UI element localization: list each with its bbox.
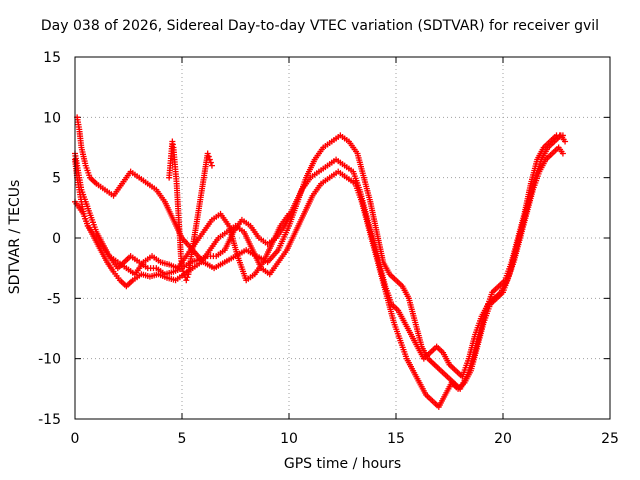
y-tick-label: -10 <box>38 352 61 368</box>
data-point <box>183 277 190 284</box>
x-tick-label: 0 <box>71 431 80 447</box>
data-point <box>559 150 566 157</box>
y-tick-label: -5 <box>47 291 61 307</box>
data-point <box>286 210 292 217</box>
x-tick-label: 15 <box>387 431 405 447</box>
data-point <box>205 153 212 160</box>
x-tick-label: 25 <box>601 431 619 447</box>
data-points <box>72 114 569 410</box>
data-point <box>180 268 187 275</box>
data-point <box>559 132 566 139</box>
x-axis-label: GPS time / hours <box>283 456 402 472</box>
ticks: 0 5 10 15 20 25 -15 -10 -5 0 5 10 15 <box>38 50 619 447</box>
grid <box>75 57 610 419</box>
data-point <box>562 138 569 145</box>
y-tick-label: 0 <box>52 231 61 247</box>
data-point <box>207 159 214 166</box>
chart-title: Day 038 of 2026, Sidereal Day-to-day VTE… <box>40 18 600 34</box>
y-tick-label: 15 <box>43 50 61 66</box>
plot-border <box>74 56 611 420</box>
y-tick-label: -15 <box>38 412 61 428</box>
data-point <box>184 274 191 281</box>
x-tick-label: 10 <box>280 431 298 447</box>
data-point <box>208 162 215 169</box>
data-point <box>206 156 213 163</box>
data-point <box>204 150 211 157</box>
x-tick-label: 5 <box>178 431 187 447</box>
x-tick-label: 20 <box>494 431 512 447</box>
y-tick-label: 5 <box>52 171 61 187</box>
y-tick-label: 10 <box>43 110 61 126</box>
